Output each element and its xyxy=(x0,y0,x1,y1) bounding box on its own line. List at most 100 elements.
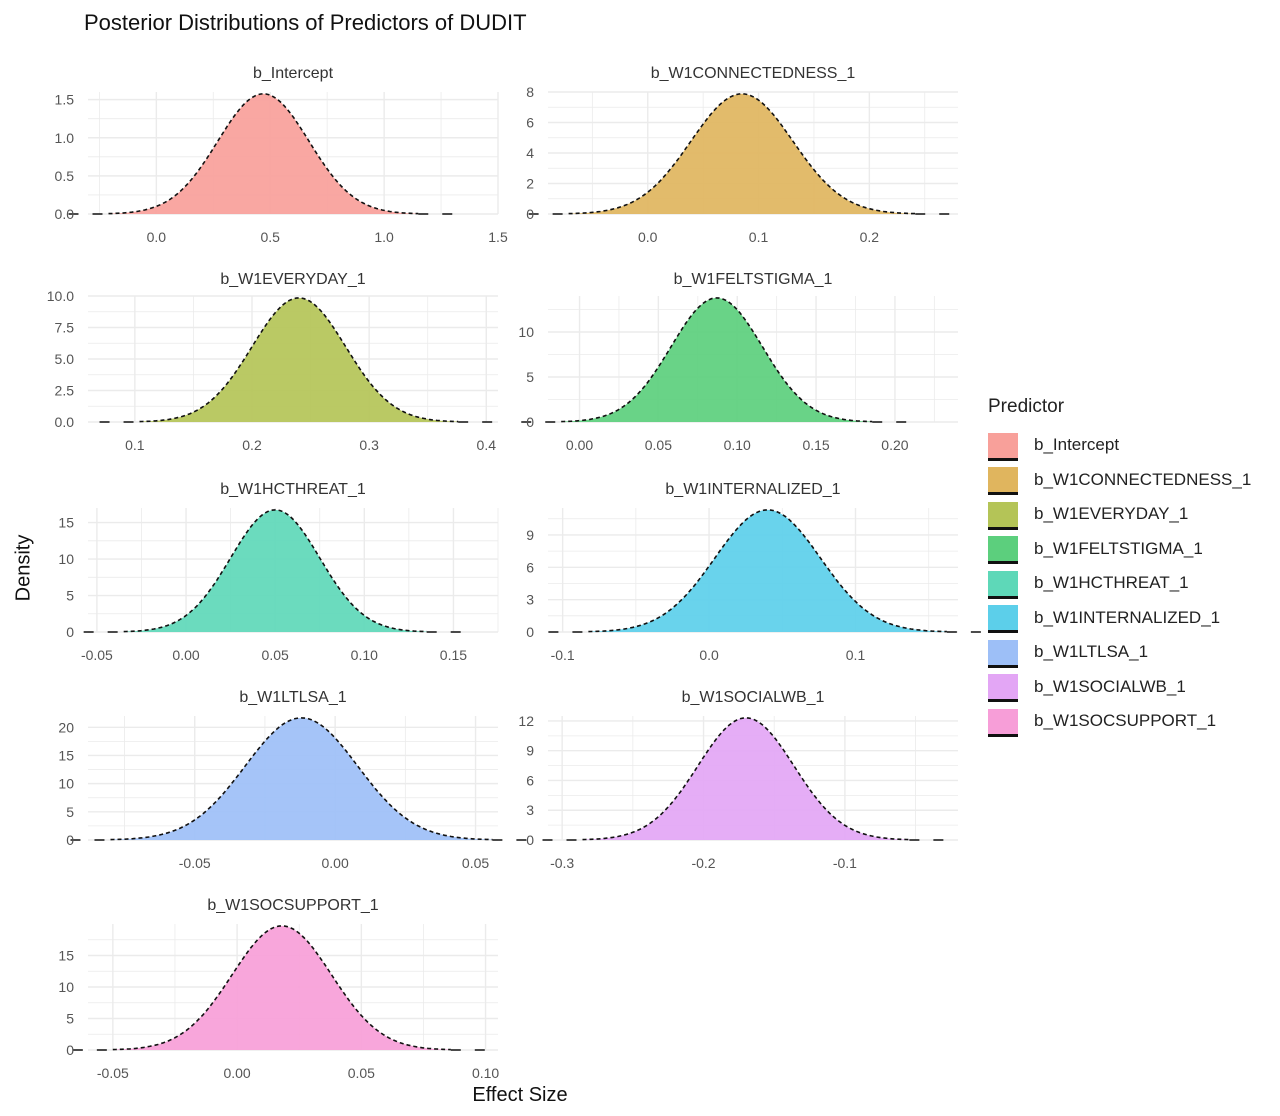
legend-swatch xyxy=(988,671,1018,703)
y-tick-label: 3 xyxy=(526,802,534,818)
y-tick-label: 7.5 xyxy=(55,320,75,336)
facet-title: b_W1FELTSTIGMA_1 xyxy=(674,271,833,288)
legend-swatch xyxy=(988,705,1018,737)
y-tick-label: 0.5 xyxy=(55,168,75,184)
y-tick-label: 1.5 xyxy=(55,92,75,108)
y-tick-label: 15 xyxy=(58,747,74,763)
y-tick-label: 2 xyxy=(526,176,534,192)
y-tick-label: 6 xyxy=(526,772,534,788)
facet-title: b_W1EVERYDAY_1 xyxy=(220,271,365,288)
density-area xyxy=(112,925,451,1050)
facet-title: b_W1SOCSUPPORT_1 xyxy=(207,897,378,914)
x-tick-label: 0.00 xyxy=(172,647,199,663)
y-tick-label: 10.0 xyxy=(47,288,74,304)
y-tick-label: 9 xyxy=(526,743,534,759)
legend-label: b_W1INTERNALIZED_1 xyxy=(1034,607,1221,627)
y-tick-label: 0 xyxy=(526,414,534,430)
x-tick-label: -0.05 xyxy=(81,647,113,663)
density-area xyxy=(588,509,947,632)
x-tick-label: 0.00 xyxy=(223,1065,250,1081)
x-tick-label: -0.1 xyxy=(551,647,575,663)
y-tick-label: 10 xyxy=(58,979,74,995)
x-tick-label: 0.15 xyxy=(802,437,829,453)
x-tick-label: 0.10 xyxy=(472,1065,499,1081)
x-tick-label: 0.00 xyxy=(566,437,593,453)
y-tick-label: 10 xyxy=(518,324,534,340)
y-tick-label: 8 xyxy=(526,84,534,100)
x-tick-label: -0.2 xyxy=(691,855,715,871)
y-tick-label: 15 xyxy=(58,948,74,964)
legend-label: b_W1SOCIALWB_1 xyxy=(1034,676,1186,696)
y-tick-label: 2.5 xyxy=(55,383,75,399)
density-area xyxy=(568,93,916,214)
y-tick-label: 0 xyxy=(66,832,74,848)
x-tick-label: 1.0 xyxy=(374,229,394,245)
legend-swatch xyxy=(988,567,1018,599)
facet-b_W1SOCIALWB_1: b_W1SOCIALWB_1 -0.3 -0.2 -0.1 0 3 6 9 12 xyxy=(518,689,958,871)
y-tick-label: 4 xyxy=(526,145,534,161)
legend-item: b_Intercept xyxy=(988,428,1251,463)
density-area xyxy=(561,297,873,422)
density-outline xyxy=(123,509,427,633)
y-tick-label: 5 xyxy=(526,369,534,385)
facet-title: b_W1LTLSA_1 xyxy=(239,689,346,706)
density-area xyxy=(110,717,493,840)
legend: Predictor b_Intercept b_W1CONNECTEDNESS_1… xyxy=(988,396,1251,739)
y-tick-label: 15 xyxy=(58,515,74,531)
legend-label: b_W1LTLSA_1 xyxy=(1034,642,1149,662)
legend-item: b_W1EVERYDAY_1 xyxy=(988,497,1251,532)
legend-label: b_W1HCTHREAT_1 xyxy=(1034,573,1189,593)
x-tick-label: -0.1 xyxy=(833,855,857,871)
chart-title: Posterior Distributions of Predictors of… xyxy=(84,10,527,35)
y-tick-label: 0 xyxy=(526,832,534,848)
x-tick-label: 0.00 xyxy=(321,855,348,871)
y-tick-label: 10 xyxy=(58,551,74,567)
facet-title: b_W1CONNECTEDNESS_1 xyxy=(651,65,856,82)
y-tick-label: 0.0 xyxy=(55,206,75,222)
legend-swatch xyxy=(988,602,1018,634)
x-tick-label: 0.0 xyxy=(638,229,658,245)
y-tick-label: 0 xyxy=(526,624,534,640)
legend-swatch xyxy=(988,533,1018,565)
x-tick-label: 0.4 xyxy=(477,437,497,453)
density-area xyxy=(123,509,427,632)
facet-b_W1INTERNALIZED_1: b_W1INTERNALIZED_1 -0.1 0.0 0.1 0 3 6 9 xyxy=(526,481,987,663)
facet-b_W1LTLSA_1: b_W1LTLSA_1 -0.05 0.00 0.05 0 5 10 15 20 xyxy=(58,689,533,871)
y-tick-label: 6 xyxy=(526,115,534,131)
x-tick-label: 0.1 xyxy=(125,437,145,453)
y-tick-label: 0 xyxy=(66,1042,74,1058)
density-outline xyxy=(561,297,873,423)
y-tick-label: 3 xyxy=(526,592,534,608)
facet-title: b_W1HCTHREAT_1 xyxy=(220,481,366,498)
density-outline xyxy=(139,297,459,423)
legend-label: b_W1CONNECTEDNESS_1 xyxy=(1034,469,1252,489)
facet-title: b_W1SOCIALWB_1 xyxy=(682,689,825,706)
facet-b_W1SOCSUPPORT_1: b_W1SOCSUPPORT_1 -0.05 0.00 0.05 0.10 0 5 10 15 xyxy=(58,897,499,1081)
x-tick-label: 0.0 xyxy=(699,647,719,663)
density-area xyxy=(108,93,419,214)
y-tick-label: 10 xyxy=(58,776,74,792)
legend-swatch xyxy=(988,429,1018,461)
density-area xyxy=(582,717,910,840)
x-tick-label: 0.5 xyxy=(260,229,280,245)
x-tick-label: -0.05 xyxy=(179,855,211,871)
x-tick-label: 0.0 xyxy=(147,229,167,245)
y-tick-label: 1.0 xyxy=(55,130,75,146)
y-tick-label: 6 xyxy=(526,559,534,575)
y-tick-label: 5 xyxy=(66,804,74,820)
legend-swatch xyxy=(988,464,1018,496)
legend-swatch xyxy=(988,636,1018,668)
facet-b_W1FELTSTIGMA_1: b_W1FELTSTIGMA_1 0.00 0.05 0.10 0.15 0.20 0 5 10 xyxy=(518,271,958,453)
facet-title: b_W1INTERNALIZED_1 xyxy=(665,481,840,498)
density-outline xyxy=(110,717,493,841)
y-tick-label: 5.0 xyxy=(55,351,75,367)
y-tick-label: 0.0 xyxy=(55,414,75,430)
density-area xyxy=(139,297,459,422)
legend-item: b_W1INTERNALIZED_1 xyxy=(988,601,1251,636)
x-tick-label: 0.05 xyxy=(462,855,489,871)
legend-items: b_Intercept b_W1CONNECTEDNESS_1 b_W1EVERYD… xyxy=(988,428,1251,739)
facet-b_W1EVERYDAY_1: b_W1EVERYDAY_1 0.1 0.2 0.3 0.4 0.0 2.5 5.0 7.5 10… xyxy=(47,271,499,453)
x-tick-label: 1.5 xyxy=(488,229,508,245)
y-tick-label: 0 xyxy=(526,206,534,222)
x-tick-label: 0.2 xyxy=(860,229,880,245)
